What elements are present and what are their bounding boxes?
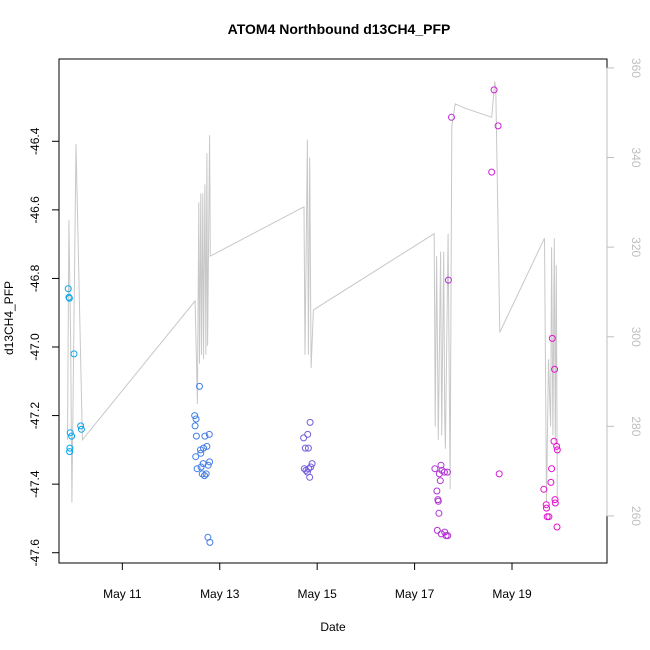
reference-line-series — [67, 81, 558, 503]
data-point — [433, 526, 441, 534]
data-point — [308, 460, 316, 468]
y-tick-label: -46.4 — [28, 127, 42, 155]
data-point — [197, 463, 205, 471]
data-point — [304, 444, 312, 452]
data-point — [301, 444, 309, 452]
data-point — [197, 449, 205, 457]
data-point — [307, 463, 315, 471]
data-point — [203, 442, 211, 450]
data-point — [66, 448, 74, 456]
data-point — [540, 485, 548, 493]
data-point — [495, 470, 503, 478]
data-point — [206, 538, 214, 546]
x-tick-label: May 19 — [492, 587, 532, 601]
data-point — [201, 432, 209, 440]
data-point — [494, 122, 502, 130]
data-point — [191, 412, 199, 420]
data-point — [70, 350, 78, 358]
chart-title: ATOM4 Northbound d13CH4_PFP — [228, 21, 451, 37]
y-tick-label: -47.0 — [28, 333, 42, 361]
data-point — [77, 422, 85, 430]
y-tick-label: -46.6 — [28, 196, 42, 224]
data-point — [488, 168, 496, 176]
plot-frame — [58, 58, 608, 564]
data-point — [545, 513, 553, 521]
data-point — [65, 294, 73, 302]
data-point — [66, 429, 74, 437]
data-point — [436, 477, 444, 485]
data-point — [64, 285, 72, 293]
y-axis-label: d13CH4_PFP — [2, 281, 16, 355]
data-point — [192, 415, 200, 423]
data-point — [196, 382, 203, 390]
x-tick-label: May 13 — [200, 587, 240, 601]
y2-tick-label: 260 — [629, 506, 643, 526]
data-point — [305, 465, 313, 473]
data-point — [553, 442, 561, 450]
data-point — [551, 499, 559, 507]
x-axis: May 11 May 13 May 15 May 17 May 19 — [103, 562, 532, 601]
data-point — [431, 465, 439, 473]
data-point — [306, 473, 314, 481]
data-point — [68, 432, 76, 440]
y-axis-right: 260 280 300 320 340 360 — [606, 58, 643, 526]
data-point — [542, 501, 550, 509]
y2-tick-label: 360 — [629, 58, 643, 78]
data-point — [548, 334, 556, 342]
data-point — [304, 430, 312, 438]
data-point — [202, 470, 210, 478]
x-tick-label: May 11 — [103, 587, 142, 601]
data-point — [444, 532, 452, 540]
data-point — [553, 523, 561, 531]
y2-tick-label: 300 — [629, 327, 643, 347]
data-point — [205, 430, 213, 438]
data-point — [206, 458, 214, 466]
data-point — [435, 470, 443, 478]
y2-tick-label: 280 — [629, 416, 643, 436]
y2-tick-label: 340 — [629, 148, 643, 168]
y-tick-label: -47.6 — [28, 539, 42, 567]
data-point — [192, 453, 200, 461]
data-point — [192, 432, 200, 440]
x-tick-label: May 15 — [297, 587, 337, 601]
data-point — [204, 461, 212, 469]
data-point — [300, 434, 308, 442]
data-point — [444, 276, 452, 284]
data-point — [77, 425, 85, 433]
x-axis-label: Date — [320, 620, 346, 634]
data-point — [437, 530, 445, 538]
y-tick-label: -46.8 — [28, 264, 42, 292]
data-point — [434, 497, 442, 505]
y-tick-label: -47.4 — [28, 470, 42, 498]
data-point — [193, 465, 201, 473]
data-point — [199, 460, 207, 468]
data-point — [437, 461, 445, 469]
data-point — [547, 478, 555, 486]
data-point — [553, 446, 561, 454]
y-tick-label: -47.2 — [28, 402, 42, 430]
data-point — [306, 418, 314, 426]
data-point — [443, 468, 451, 476]
point-series — [64, 86, 561, 546]
data-point — [201, 472, 208, 480]
y-axis-left: -47.6 -47.4 -47.2 -47.0 -46.8 -46.6 -46.4 — [28, 127, 60, 567]
data-point — [548, 465, 556, 473]
series-line — [67, 81, 558, 503]
data-point — [448, 113, 455, 121]
data-point — [551, 496, 559, 504]
y2-tick-label: 320 — [629, 237, 643, 257]
data-point — [490, 86, 498, 94]
data-point — [435, 509, 443, 517]
x-tick-label: May 17 — [395, 587, 435, 601]
data-point — [543, 504, 550, 512]
data-point — [66, 444, 74, 452]
data-point — [433, 487, 441, 495]
data-point — [191, 422, 199, 430]
data-point — [551, 365, 559, 373]
